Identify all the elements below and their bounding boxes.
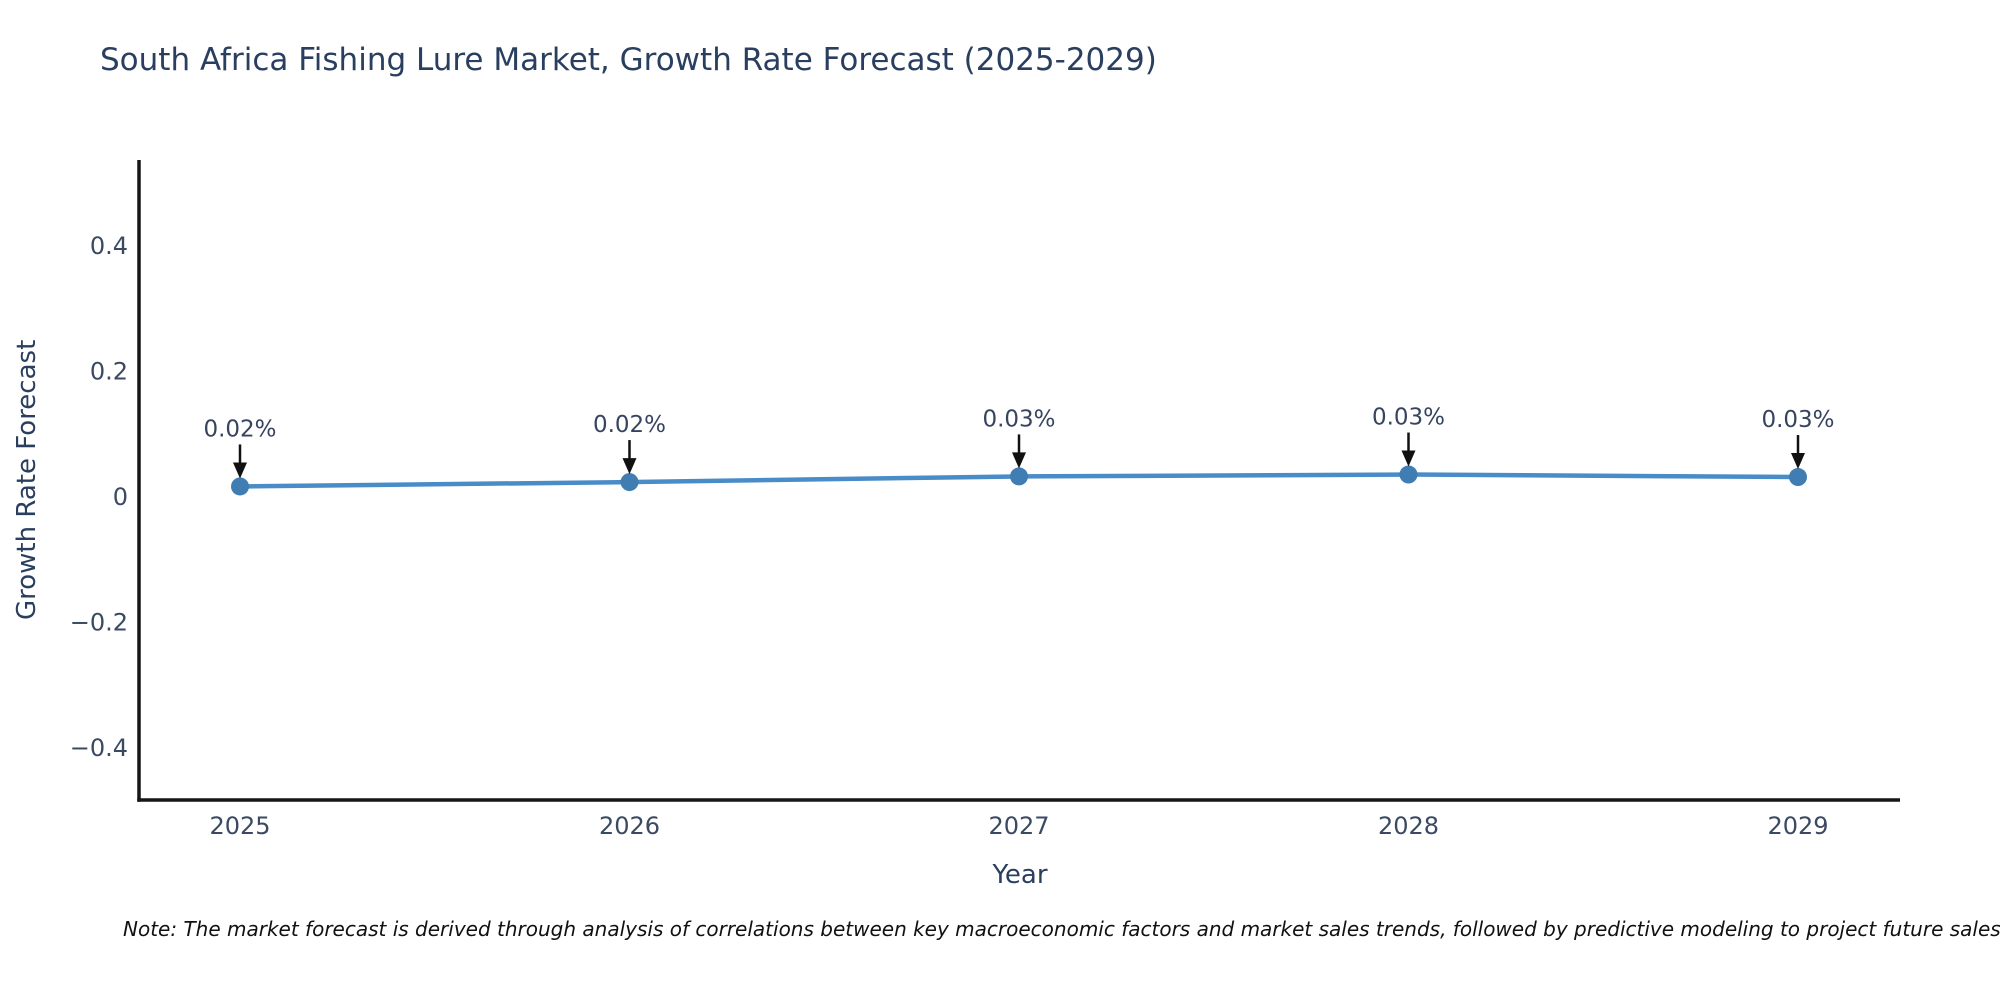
y-tick-label: 0.2 [90,358,128,386]
y-tick-label: 0 [113,483,128,511]
data-point-marker [620,473,639,492]
data-point-marker [1789,468,1807,487]
y-tick-label: −0.2 [70,609,128,637]
x-tick-label: 2027 [988,812,1049,840]
annotation-arrow-head [1012,452,1026,469]
x-tick-label: 2026 [599,812,660,840]
point-annotation-label: 0.02% [593,412,666,438]
y-tick-label: 0.4 [90,232,128,260]
annotation-arrow-head [233,462,247,479]
annotation-arrow-head [622,458,637,475]
point-annotation-label: 0.03% [1761,407,1834,433]
x-tick-label: 2029 [1767,812,1828,840]
x-axis-title: Year [992,860,1048,890]
y-tick-label: −0.4 [70,734,128,762]
data-point-marker [1010,467,1028,486]
chart-title: South Africa Fishing Lure Market, Growth… [100,42,1157,78]
footnote: Note: The market forecast is derived thr… [123,917,2000,941]
y-axis-title: Growth Rate Forecast [12,339,42,620]
point-annotation-label: 0.02% [203,416,276,442]
data-point-marker [1399,465,1418,484]
x-tick-label: 2028 [1378,812,1439,840]
data-point-marker [231,477,249,496]
x-tick-label: 2025 [209,812,270,840]
point-annotation-label: 0.03% [982,406,1055,432]
annotation-arrow-head [1791,453,1805,470]
point-annotation-label: 0.03% [1372,405,1445,431]
annotation-arrow-head [1401,450,1416,467]
